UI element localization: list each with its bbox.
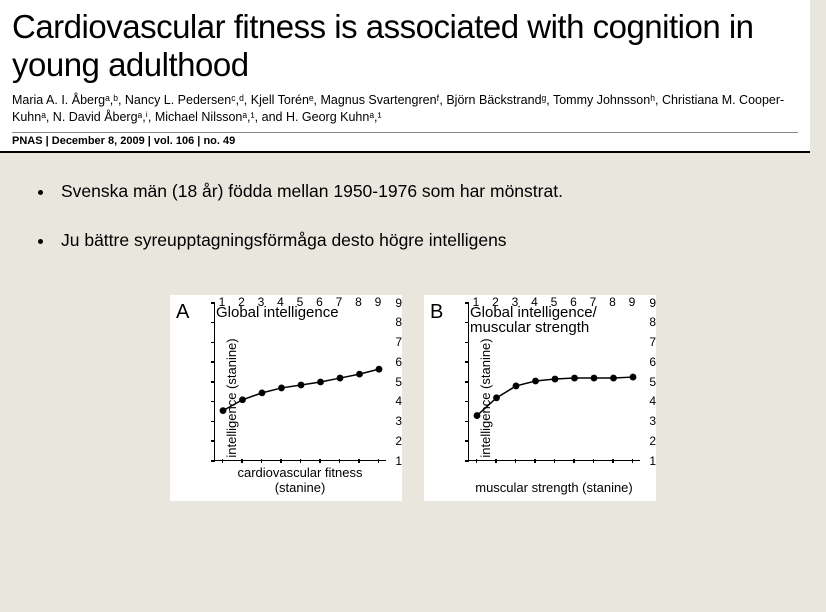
y-tick-label: 3 bbox=[384, 414, 402, 428]
y-tick-label: 4 bbox=[384, 394, 402, 408]
y-tick-label: 8 bbox=[384, 315, 402, 329]
y-tick-label: 2 bbox=[638, 434, 656, 448]
y-tick-label: 9 bbox=[638, 296, 656, 310]
plot-area bbox=[468, 303, 640, 461]
panel-letter: B bbox=[430, 301, 443, 324]
panel-letter: A bbox=[176, 301, 189, 324]
paper-header: Cardiovascular fitness is associated wit… bbox=[0, 0, 810, 153]
chart-panel: BGlobal intelligence/muscular strength12… bbox=[424, 295, 656, 501]
chart-panel: AGlobal intelligence123456789123456789in… bbox=[170, 295, 402, 501]
paper-authors: Maria A. I. Åbergᵃ,ᵇ, Nancy L. Pedersenᶜ… bbox=[12, 92, 798, 132]
paper-meta: PNAS | December 8, 2009 | vol. 106 | no.… bbox=[12, 132, 798, 149]
data-series bbox=[469, 303, 640, 460]
bullet-item: Ju bättre syreupptagningsförmåga desto h… bbox=[55, 230, 786, 251]
charts-row: AGlobal intelligence123456789123456789in… bbox=[0, 295, 826, 501]
x-axis-label: cardiovascular fitness (stanine) bbox=[214, 465, 386, 495]
y-tick-label: 2 bbox=[384, 434, 402, 448]
y-tick-label: 7 bbox=[638, 335, 656, 349]
y-tick-label: 1 bbox=[638, 454, 656, 468]
x-axis-label: muscular strength (stanine) bbox=[468, 480, 640, 495]
paper-title: Cardiovascular fitness is associated wit… bbox=[12, 8, 798, 92]
plot-area bbox=[214, 303, 386, 461]
bullet-list: Svenska män (18 år) födda mellan 1950-19… bbox=[0, 153, 826, 289]
data-series bbox=[215, 303, 386, 460]
y-tick-label: 4 bbox=[638, 394, 656, 408]
y-tick-label: 1 bbox=[384, 454, 402, 468]
y-tick-label: 6 bbox=[384, 355, 402, 369]
y-tick-label: 5 bbox=[384, 375, 402, 389]
y-tick-label: 9 bbox=[384, 296, 402, 310]
y-tick-label: 7 bbox=[384, 335, 402, 349]
y-tick-label: 5 bbox=[638, 375, 656, 389]
y-tick-label: 3 bbox=[638, 414, 656, 428]
y-tick-label: 6 bbox=[638, 355, 656, 369]
y-tick-label: 8 bbox=[638, 315, 656, 329]
bullet-item: Svenska män (18 år) födda mellan 1950-19… bbox=[55, 181, 786, 202]
